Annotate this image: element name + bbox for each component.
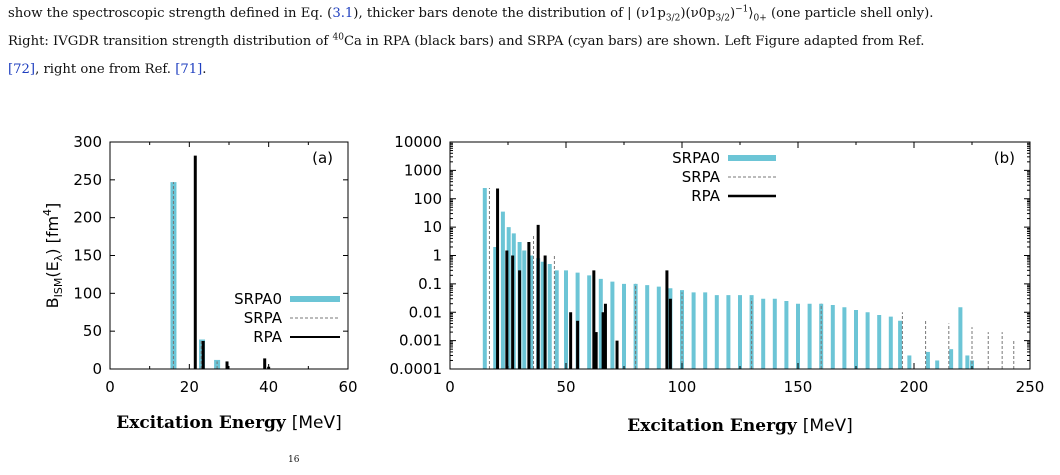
caption-text: , right one from Ref. [35,62,176,77]
y-tick-label: 0 [92,360,102,378]
panel-label: (b) [994,149,1015,167]
y-tick-label: 1000 [404,161,442,179]
x-tick-label: 150 [784,378,813,396]
legend-label-srpa0: SRPA0 [672,149,720,167]
y-tick-label: 100 [73,284,102,302]
caption-line-3: [72], right one from Ref. [71]. [8,56,1054,84]
y-tick-label: 1 [432,247,442,265]
x-tick-label: 0 [105,378,115,396]
figure-caption: show the spectroscopic strength defined … [8,0,1054,84]
x-tick-label: 0 [445,378,455,396]
legend-label-srpa: SRPA [682,168,721,186]
legend-label-rpa: RPA [253,328,283,346]
y-axis-label: BISM(Eλ) [fm4] [41,203,65,309]
caption-line-1: show the spectroscopic strength defined … [8,0,1054,28]
chart-panel-a: 0 50 100 150 200 250 300 0 20 40 60 (a) Excitation E… [41,133,358,433]
caption-text: (one particle shell only). [766,6,934,21]
y-tick-label: 300 [73,133,102,151]
isotope-mass-number: 40 [332,32,344,43]
x-tick-label: 20 [180,378,199,396]
caption-formula: (ν1p3/2)(ν0p3/2)−1⟩0+ [635,4,767,24]
x-tick-label: 50 [556,378,575,396]
y-tick-label: 250 [73,171,102,189]
y-tick-label: 0.01 [409,303,442,321]
y-tick-label: 10000 [394,133,442,151]
panel-label: (a) [312,149,333,167]
citation-link-71[interactable]: [71] [175,62,203,77]
y-tick-label: 100 [413,190,442,208]
legend-label-srpa0: SRPA0 [234,290,282,308]
caption-text: ), thicker bars denote the distribution … [353,6,636,21]
y-tick-label: 0.0001 [390,360,443,378]
chart-panel-b: 0.0001 0.001 0.01 0.1 1 10 100 1000 10000 0 50 100 1… [390,133,1045,436]
equation-reference-link[interactable]: 3.1 [332,6,354,21]
y-tick-label: 10 [423,218,442,236]
y-tick-label: 0.1 [418,275,442,293]
y-tick-label: 150 [73,247,102,265]
caption-line-2: Right: IVGDR transition strength distrib… [8,28,1054,56]
y-tick-label: 200 [73,209,102,227]
legend-label-srpa: SRPA [244,309,283,327]
caption-text: Ca in RPA (black bars) and SRPA (cyan ba… [343,34,925,49]
caption-text: show the spectroscopic strength defined … [8,6,333,21]
plot-frame [109,141,349,370]
x-axis-label: Excitation Energy [MeV] [116,413,342,433]
cutoff-superscript: 16 [288,455,300,465]
x-tick-label: 60 [338,378,357,396]
x-tick-label: 100 [668,378,697,396]
x-tick-label: 200 [900,378,929,396]
y-tick-label: 50 [83,322,102,340]
caption-text: Right: IVGDR transition strength distrib… [8,34,333,49]
y-tick-label: 0.001 [399,332,442,350]
caption-text: . [202,62,207,77]
citation-link-72[interactable]: [72] [8,62,36,77]
x-axis-label: Excitation Energy [MeV] [627,416,853,436]
x-tick-label: 250 [1016,378,1045,396]
legend-label-rpa: RPA [691,187,721,205]
x-tick-label: 40 [259,378,278,396]
